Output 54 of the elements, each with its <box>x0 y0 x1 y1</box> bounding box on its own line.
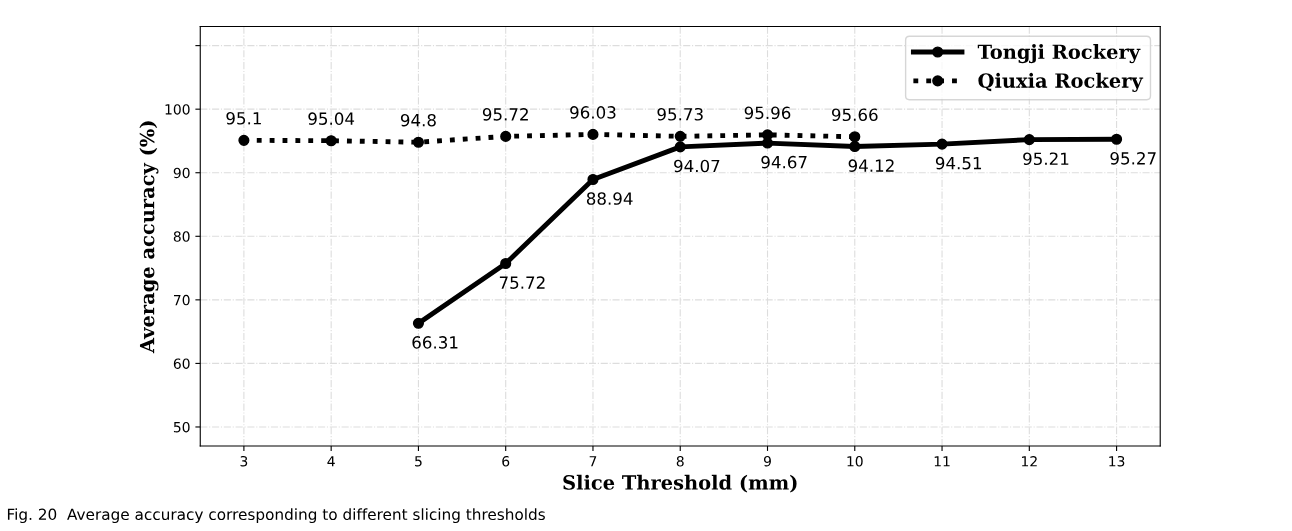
point <box>587 128 599 140</box>
y-tick-label: 60 <box>173 358 190 369</box>
point <box>1023 134 1035 146</box>
point <box>325 135 337 147</box>
x-tick-label: 13 <box>1109 456 1125 467</box>
data-label: 95.66 <box>831 108 878 122</box>
data-label: 95.72 <box>482 108 528 121</box>
legend-label: Tongji Rockery <box>977 44 1141 64</box>
data-label: 94.8 <box>400 113 436 127</box>
y-tick-label: 100 <box>165 104 190 115</box>
point <box>587 173 599 186</box>
x-axis-title: Slice Threshold (mm) <box>563 474 797 493</box>
data-label: 94.51 <box>935 156 982 170</box>
data-label: 95.73 <box>657 107 703 121</box>
data-label: 95.04 <box>308 112 355 125</box>
data-label: 95.96 <box>744 106 791 120</box>
y-axis-title: Average accuracy (%) <box>139 121 159 354</box>
point <box>1111 133 1123 145</box>
data-label: 95.1 <box>226 111 261 125</box>
x-tick-label: 10 <box>847 456 863 467</box>
x-tick-label: 3 <box>240 456 248 467</box>
point <box>849 131 861 143</box>
x-tick-label: 4 <box>327 456 335 467</box>
caption: Fig. 20 Average accuracy corresponding to different slicing thresholds <box>7 508 545 524</box>
y-tick-label: 80 <box>173 231 190 242</box>
data-label: 94.07 <box>674 159 720 173</box>
data-label: 66.31 <box>412 336 458 349</box>
x-tick-label: 5 <box>415 456 422 467</box>
point <box>674 130 686 142</box>
point <box>674 141 686 153</box>
legend-label: Qiuxia Rockery <box>978 72 1144 92</box>
y-tick-label: 70 <box>174 294 190 306</box>
point <box>412 136 424 148</box>
data-label: 75.72 <box>499 276 545 289</box>
data-label: 95.21 <box>1023 152 1069 166</box>
y-tick-label: 90 <box>173 167 190 179</box>
x-tick-label: 6 <box>502 456 510 467</box>
x-tick-label: 7 <box>589 456 597 467</box>
point <box>936 138 948 150</box>
x-tick-label: 12 <box>1022 456 1037 467</box>
data-label: 88.94 <box>586 192 633 205</box>
point <box>412 317 424 329</box>
x-tick-label: 11 <box>934 456 950 467</box>
x-tick-label: 8 <box>676 456 684 467</box>
point <box>500 257 512 270</box>
point <box>849 140 861 153</box>
y-tick-label: 50 <box>173 421 190 433</box>
point <box>238 134 250 146</box>
x-tick-label: 9 <box>763 456 771 467</box>
data-label: 95.27 <box>1110 152 1156 165</box>
data-label: 96.03 <box>570 106 616 119</box>
point <box>500 130 512 142</box>
data-label: 94.12 <box>848 159 894 172</box>
data-label: 94.67 <box>761 155 807 169</box>
